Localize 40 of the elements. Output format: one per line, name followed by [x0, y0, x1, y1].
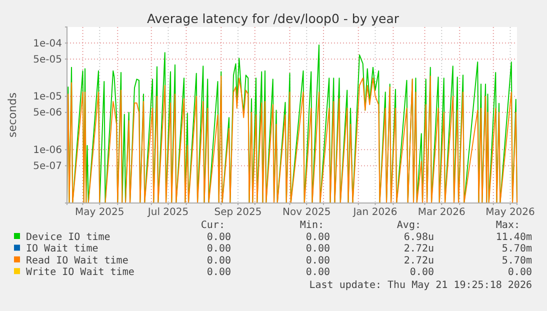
x-tick-label: May 2026: [486, 207, 535, 218]
text: Min:: [300, 220, 324, 231]
legend-label: Device IO time: [26, 232, 110, 243]
legend-label: IO Wait time: [26, 244, 98, 255]
text: 11.40m: [496, 232, 532, 243]
legend-label: Write IO Wait time: [26, 267, 134, 278]
text: Cur:: [200, 220, 225, 231]
y-tick-label: 1e-04: [33, 38, 62, 50]
chart-title: Average latency for /dev/loop0 - by year: [146, 11, 400, 26]
y-tick-label: 5e-06: [33, 108, 62, 119]
text: 0.00: [306, 244, 330, 255]
x-tick-label: Jul 2025: [146, 207, 189, 218]
y-axis-title: seconds: [6, 92, 19, 138]
text: 0.00: [306, 267, 330, 278]
text: 0.00: [206, 267, 231, 278]
text: 0.00: [306, 255, 330, 266]
text: 5.70m: [502, 244, 532, 255]
text: 6.98u: [404, 232, 434, 243]
text: 5.70m: [502, 255, 532, 266]
x-tick-label: Mar 2026: [418, 207, 466, 218]
text: 2.72u: [404, 255, 434, 266]
x-tick-label: Jan 2026: [352, 207, 398, 218]
text: 0.00: [206, 232, 231, 243]
text: 0.00: [206, 255, 231, 266]
text: Last update: Thu May 21 19:25:18 2026: [309, 280, 532, 291]
text: 0.00: [306, 232, 330, 243]
x-tick-label: May 2025: [74, 207, 124, 218]
text: 0.00: [410, 267, 434, 278]
text: 2.72u: [404, 244, 434, 255]
x-tick-label: Nov 2025: [282, 207, 331, 218]
text: Max:: [496, 220, 520, 231]
x-tick-label: Sep 2025: [214, 207, 262, 218]
text: 0.00: [508, 267, 532, 278]
y-tick-label: 1e-06: [33, 144, 62, 156]
text: Avg:: [396, 220, 421, 231]
y-tick-label: 5e-05: [33, 54, 62, 66]
y-tick-label: 1e-05: [33, 92, 62, 103]
legend-label: Read IO Wait time: [26, 255, 128, 266]
y-tick-label: 5e-07: [33, 160, 62, 172]
text: 0.00: [206, 244, 231, 255]
